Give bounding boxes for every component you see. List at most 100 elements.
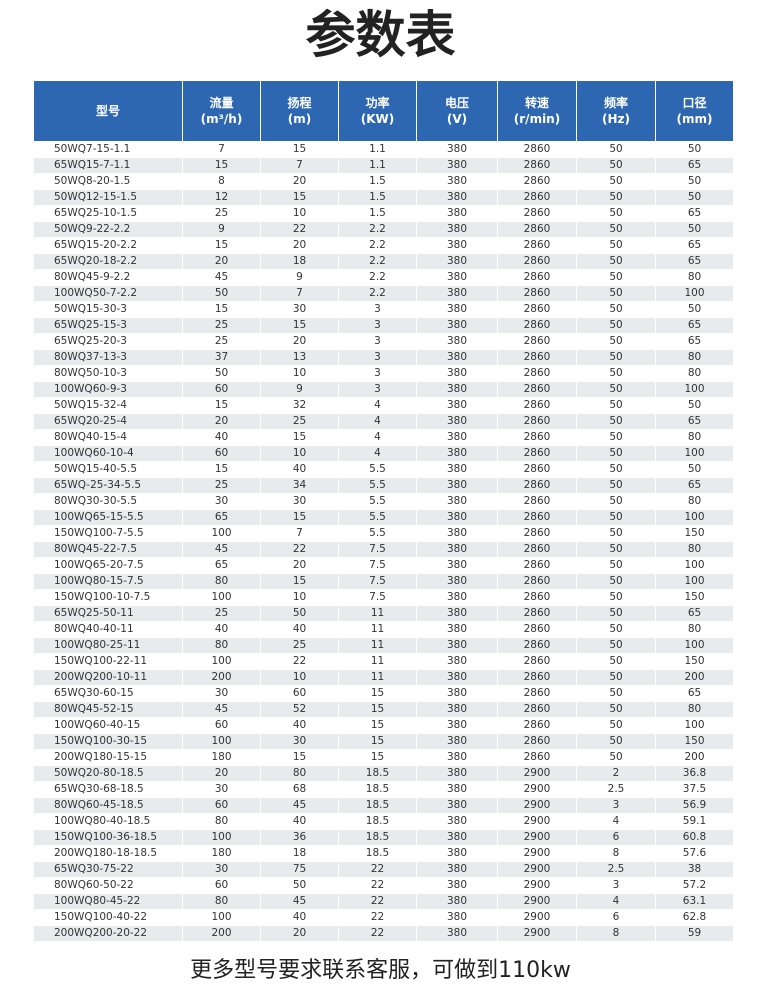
- table-cell: 380: [416, 685, 498, 702]
- table-cell: 2860: [497, 509, 577, 526]
- table-cell: 18.5: [338, 797, 417, 814]
- table-cell: 60: [182, 877, 261, 894]
- table-cell: 5.5: [338, 461, 417, 478]
- table-row: 50WQ20-80-18.5 20 80 18.5 380 2900 2 36.8: [33, 765, 734, 782]
- table-cell: 2860: [497, 221, 577, 238]
- table-cell: 4: [576, 893, 656, 910]
- table-cell: 11: [338, 621, 417, 638]
- table-cell: 2860: [497, 653, 577, 670]
- table-cell: 380: [416, 861, 498, 878]
- table-cell: 50: [576, 541, 656, 558]
- table-cell: 25: [260, 637, 339, 654]
- table-cell: 59: [655, 925, 734, 942]
- table-cell: 65: [182, 509, 261, 526]
- table-cell: 2900: [497, 813, 577, 830]
- table-cell: 25: [182, 317, 261, 334]
- table-cell: 40: [182, 429, 261, 446]
- table-cell: 30: [260, 733, 339, 750]
- spec-table: 型号 流量 (m³/h) 扬程 (m) 功率 (KW) 电压 (V) 转速 (r/min) 频率 (Hz…: [33, 80, 734, 942]
- table-cell: 100: [655, 445, 734, 462]
- column-header: 功率 (KW): [338, 80, 417, 142]
- table-cell: 200WQ180-18-18.5: [33, 845, 183, 862]
- table-cell: 3: [338, 365, 417, 382]
- table-cell: 2900: [497, 797, 577, 814]
- table-cell: 50: [576, 157, 656, 174]
- table-cell: 150WQ100-40-22: [33, 909, 183, 926]
- table-cell: 50: [655, 221, 734, 238]
- table-row: 150WQ100-36-18.5 100 36 18.5 380 2900 6 60.8: [33, 829, 734, 846]
- table-cell: 15: [260, 317, 339, 334]
- table-cell: 50: [576, 221, 656, 238]
- table-cell: 80WQ50-10-3: [33, 365, 183, 382]
- table-cell: 80: [182, 637, 261, 654]
- table-cell: 40: [260, 909, 339, 926]
- table-cell: 2860: [497, 397, 577, 414]
- table-cell: 50: [576, 381, 656, 398]
- table-cell: 7.5: [338, 589, 417, 606]
- table-cell: 100WQ65-15-5.5: [33, 509, 183, 526]
- column-header: 流量 (m³/h): [182, 80, 261, 142]
- table-cell: 100WQ60-10-4: [33, 445, 183, 462]
- table-cell: 50: [260, 877, 339, 894]
- table-cell: 100: [182, 733, 261, 750]
- table-cell: 100WQ65-20-7.5: [33, 557, 183, 574]
- table-row: 100WQ65-20-7.5 65 20 7.5 380 2860 50 100: [33, 557, 734, 574]
- table-cell: 380: [416, 429, 498, 446]
- table-cell: 38: [655, 861, 734, 878]
- table-cell: 65: [655, 477, 734, 494]
- table-cell: 3: [338, 301, 417, 318]
- table-cell: 380: [416, 525, 498, 542]
- table-cell: 2860: [497, 621, 577, 638]
- table-cell: 40: [260, 461, 339, 478]
- table-cell: 50: [655, 189, 734, 206]
- table-cell: 40: [182, 621, 261, 638]
- table-cell: 380: [416, 397, 498, 414]
- table-cell: 65WQ25-10-1.5: [33, 205, 183, 222]
- table-cell: 50: [576, 461, 656, 478]
- table-cell: 2.2: [338, 221, 417, 238]
- column-header: 转速 (r/min): [497, 80, 577, 142]
- table-cell: 10: [260, 445, 339, 462]
- table-cell: 50: [576, 253, 656, 270]
- table-cell: 65: [655, 205, 734, 222]
- table-cell: 2860: [497, 525, 577, 542]
- table-cell: 25: [182, 205, 261, 222]
- table-cell: 50WQ8-20-1.5: [33, 173, 183, 190]
- table-cell: 22: [338, 925, 417, 942]
- table-cell: 2900: [497, 765, 577, 782]
- table-cell: 2.2: [338, 269, 417, 286]
- table-row: 100WQ80-25-11 80 25 11 380 2860 50 100: [33, 637, 734, 654]
- table-cell: 380: [416, 781, 498, 798]
- table-cell: 4: [338, 445, 417, 462]
- table-cell: 3: [576, 877, 656, 894]
- table-row: 100WQ80-15-7.5 80 15 7.5 380 2860 50 100: [33, 573, 734, 590]
- table-cell: 15: [182, 397, 261, 414]
- table-cell: 380: [416, 845, 498, 862]
- table-cell: 80WQ45-22-7.5: [33, 541, 183, 558]
- table-cell: 65: [655, 413, 734, 430]
- table-cell: 380: [416, 797, 498, 814]
- table-cell: 80WQ60-50-22: [33, 877, 183, 894]
- table-cell: 2860: [497, 189, 577, 206]
- table-cell: 20: [260, 925, 339, 942]
- table-cell: 1.5: [338, 205, 417, 222]
- table-cell: 200WQ180-15-15: [33, 749, 183, 766]
- table-row: 80WQ37-13-3 37 13 3 380 2860 50 80: [33, 349, 734, 366]
- column-header: 扬程 (m): [260, 80, 339, 142]
- table-cell: 2860: [497, 541, 577, 558]
- table-cell: 380: [416, 333, 498, 350]
- table-cell: 80: [182, 813, 261, 830]
- table-cell: 2860: [497, 477, 577, 494]
- table-cell: 380: [416, 285, 498, 302]
- column-header: 型号: [33, 80, 183, 142]
- column-header: 电压 (V): [416, 80, 498, 142]
- table-row: 80WQ60-45-18.5 60 45 18.5 380 2900 3 56.9: [33, 797, 734, 814]
- table-cell: 7: [260, 157, 339, 174]
- table-row: 80WQ45-22-7.5 45 22 7.5 380 2860 50 80: [33, 541, 734, 558]
- table-cell: 380: [416, 509, 498, 526]
- table-cell: 80: [655, 493, 734, 510]
- table-cell: 34: [260, 477, 339, 494]
- table-cell: 4: [338, 397, 417, 414]
- table-row: 80WQ30-30-5.5 30 30 5.5 380 2860 50 80: [33, 493, 734, 510]
- table-cell: 380: [416, 733, 498, 750]
